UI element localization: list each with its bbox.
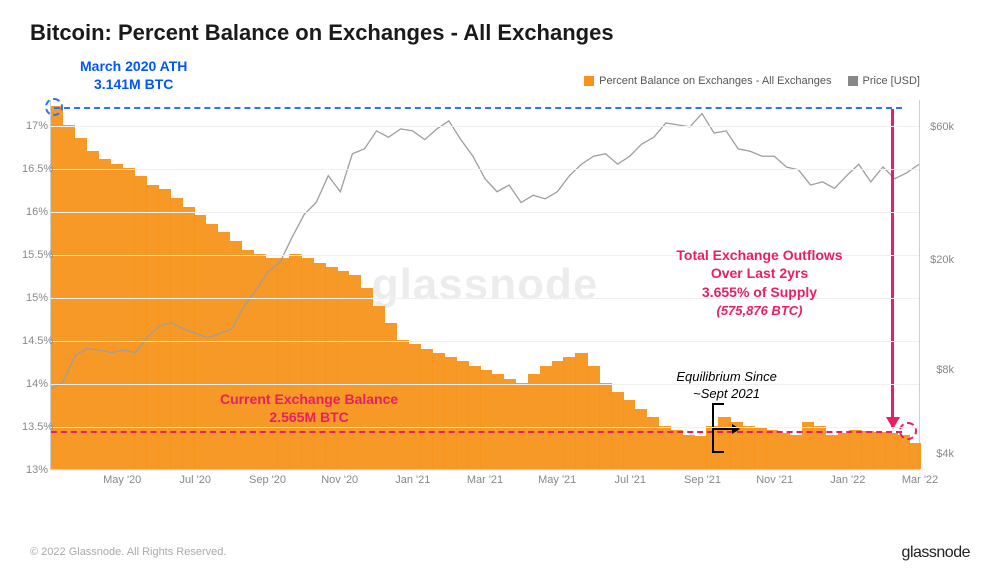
x-axis-label: Sep '21 xyxy=(684,474,721,486)
x-axis-label: Sep '20 xyxy=(249,474,286,486)
legend-label-balance: Percent Balance on Exchanges - All Excha… xyxy=(599,75,831,87)
x-axis-label: Nov '21 xyxy=(756,474,793,486)
legend: Percent Balance on Exchanges - All Excha… xyxy=(584,75,920,87)
y-left-tick: 17% xyxy=(22,120,48,132)
y-left-tick: 15% xyxy=(22,292,48,304)
x-axis-label: May '21 xyxy=(538,474,576,486)
x-axis-label: Jan '22 xyxy=(830,474,865,486)
gridline xyxy=(51,384,919,385)
ath-circle-marker xyxy=(45,98,63,116)
gridline xyxy=(51,212,919,213)
y-right-tick: $60k xyxy=(930,121,954,133)
legend-swatch-price xyxy=(848,76,858,86)
copyright: © 2022 Glassnode. All Rights Reserved. xyxy=(30,546,226,558)
y-left-tick: 16.5% xyxy=(22,163,48,175)
current-dashed-line xyxy=(51,431,902,433)
outflow-arrow xyxy=(891,109,894,427)
gridline xyxy=(51,341,919,342)
x-axis-label: Mar '22 xyxy=(902,474,938,486)
legend-label-price: Price [USD] xyxy=(863,75,920,87)
gridline xyxy=(51,169,919,170)
annotation-outflows: Total Exchange OutflowsOver Last 2yrs3.6… xyxy=(676,246,842,319)
x-axis-label: Jan '21 xyxy=(395,474,430,486)
gridline xyxy=(51,427,919,428)
x-axis-label: Mar '21 xyxy=(467,474,503,486)
gridline xyxy=(51,470,919,471)
ath-dashed-line xyxy=(54,107,902,109)
y-left-tick: 14% xyxy=(22,378,48,390)
annotation-current: Current Exchange Balance 2.565M BTC xyxy=(220,391,398,426)
legend-item-price: Price [USD] xyxy=(848,75,920,87)
y-left-tick: 13% xyxy=(22,464,48,476)
x-axis-label: May '20 xyxy=(103,474,141,486)
brand-logo: glassnode xyxy=(902,544,970,562)
x-axis-label: Jul '21 xyxy=(615,474,646,486)
y-left-tick: 16% xyxy=(22,206,48,218)
gridline xyxy=(51,126,919,127)
chart-title: Bitcoin: Percent Balance on Exchanges - … xyxy=(30,20,614,46)
y-right-tick: $8k xyxy=(936,364,954,376)
equilibrium-arrow xyxy=(714,428,738,430)
y-right-tick: $20k xyxy=(930,254,954,266)
x-axis-label: Nov '20 xyxy=(321,474,358,486)
y-left-tick: 15.5% xyxy=(22,249,48,261)
y-right-tick: $4k xyxy=(936,448,954,460)
y-left-tick: 13.5% xyxy=(22,421,48,433)
legend-swatch-balance xyxy=(584,76,594,86)
annotation-ath: March 2020 ATH 3.141M BTC xyxy=(80,58,187,93)
legend-item-balance: Percent Balance on Exchanges - All Excha… xyxy=(584,75,831,87)
annotation-equilibrium: Equilibrium Since ~Sept 2021 xyxy=(676,369,776,402)
current-circle-marker xyxy=(899,422,917,440)
x-axis-label: Jul '20 xyxy=(180,474,211,486)
y-left-tick: 14.5% xyxy=(22,335,48,347)
